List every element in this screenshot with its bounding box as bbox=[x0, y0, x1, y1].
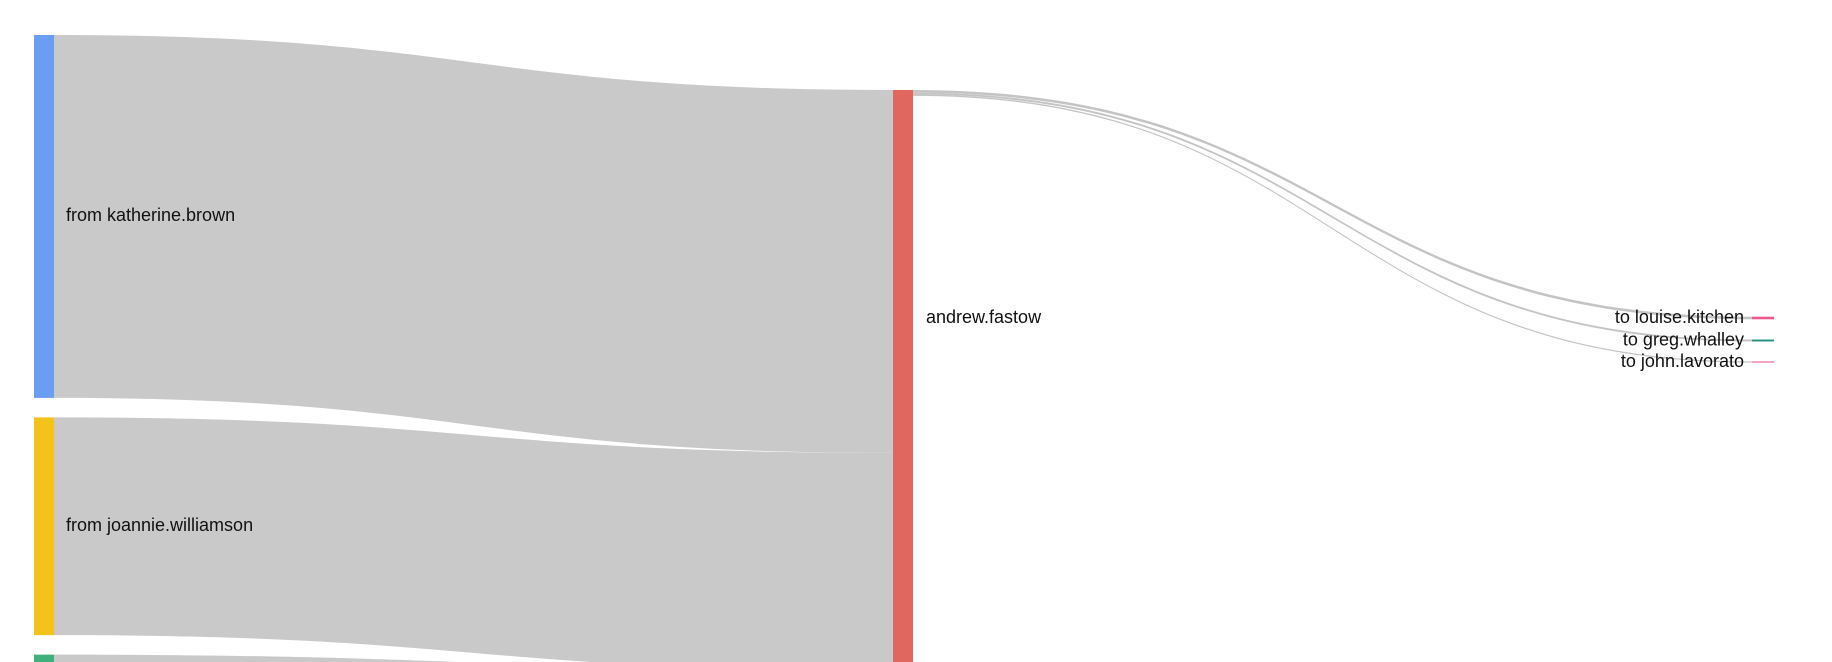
link-sherri-sera-to-center[interactable] bbox=[54, 654, 893, 662]
target-label-louise-kitchen: to louise.kitchen bbox=[1615, 307, 1744, 327]
link-center-to-louise-kitchen[interactable] bbox=[913, 90, 1752, 320]
source-label-katherine-brown: from katherine.brown bbox=[66, 205, 235, 225]
labels-layer: from katherine.brown from joannie.william… bbox=[66, 205, 1744, 535]
target-node-louise-kitchen[interactable] bbox=[1752, 316, 1774, 320]
link-katherine-brown-to-center[interactable] bbox=[54, 35, 893, 453]
link-center-to-john-lavorato[interactable] bbox=[913, 94, 1752, 363]
link-joannie-williamson-to-center[interactable] bbox=[54, 417, 893, 662]
links-layer bbox=[54, 35, 1752, 662]
target-label-greg-whalley: to greg.whalley bbox=[1623, 329, 1744, 349]
target-node-john-lavorato[interactable] bbox=[1752, 361, 1774, 363]
source-node-sherri-sera[interactable] bbox=[34, 654, 54, 662]
target-label-john-lavorato: to john.lavorato bbox=[1621, 351, 1744, 371]
target-node-greg-whalley[interactable] bbox=[1752, 339, 1774, 342]
source-label-joannie-williamson: from joannie.williamson bbox=[66, 515, 253, 535]
nodes-layer bbox=[34, 35, 1774, 662]
center-label: andrew.fastow bbox=[926, 307, 1042, 327]
center-node[interactable] bbox=[893, 90, 913, 662]
link-center-to-greg-whalley[interactable] bbox=[913, 92, 1752, 342]
source-node-joannie-williamson[interactable] bbox=[34, 417, 54, 636]
source-node-katherine-brown[interactable] bbox=[34, 35, 54, 398]
